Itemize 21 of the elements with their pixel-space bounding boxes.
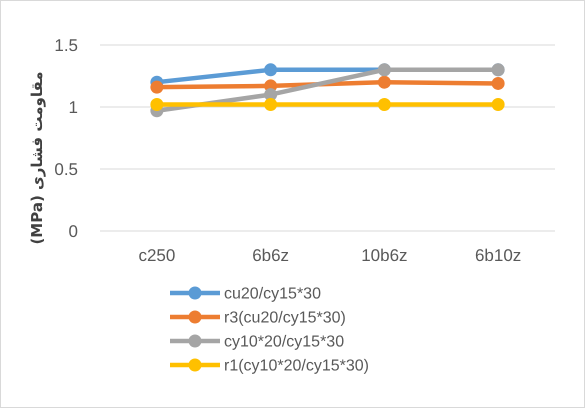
y-tick-label: 1 bbox=[68, 98, 78, 117]
point bbox=[378, 76, 391, 89]
x-tick-label: c250 bbox=[138, 246, 176, 265]
legend-label: cu20/cy15*30 bbox=[224, 286, 322, 303]
legend-label: r3(cu20/cy15*30) bbox=[224, 310, 346, 327]
x-tick-label: 6b10z bbox=[474, 246, 522, 265]
point bbox=[492, 76, 505, 90]
x-tick-label: 10b6z bbox=[361, 246, 408, 265]
point bbox=[378, 98, 391, 112]
point bbox=[264, 98, 278, 112]
point bbox=[150, 98, 164, 112]
y-axis-title: مقاومت فشاری (MPa) bbox=[28, 71, 46, 245]
x-tick-label: 6b6z bbox=[252, 246, 290, 265]
y-tick-label: 0 bbox=[68, 222, 78, 241]
legend-label: r1(cy10*20/cy15*30) bbox=[224, 358, 369, 375]
point bbox=[150, 80, 164, 94]
point bbox=[492, 98, 505, 112]
legend-label: cy10*20/cy15*30 bbox=[224, 334, 344, 351]
y-tick-label: 0.5 bbox=[54, 160, 78, 179]
point bbox=[264, 63, 278, 76]
y-tick-label: 1.5 bbox=[54, 36, 78, 55]
